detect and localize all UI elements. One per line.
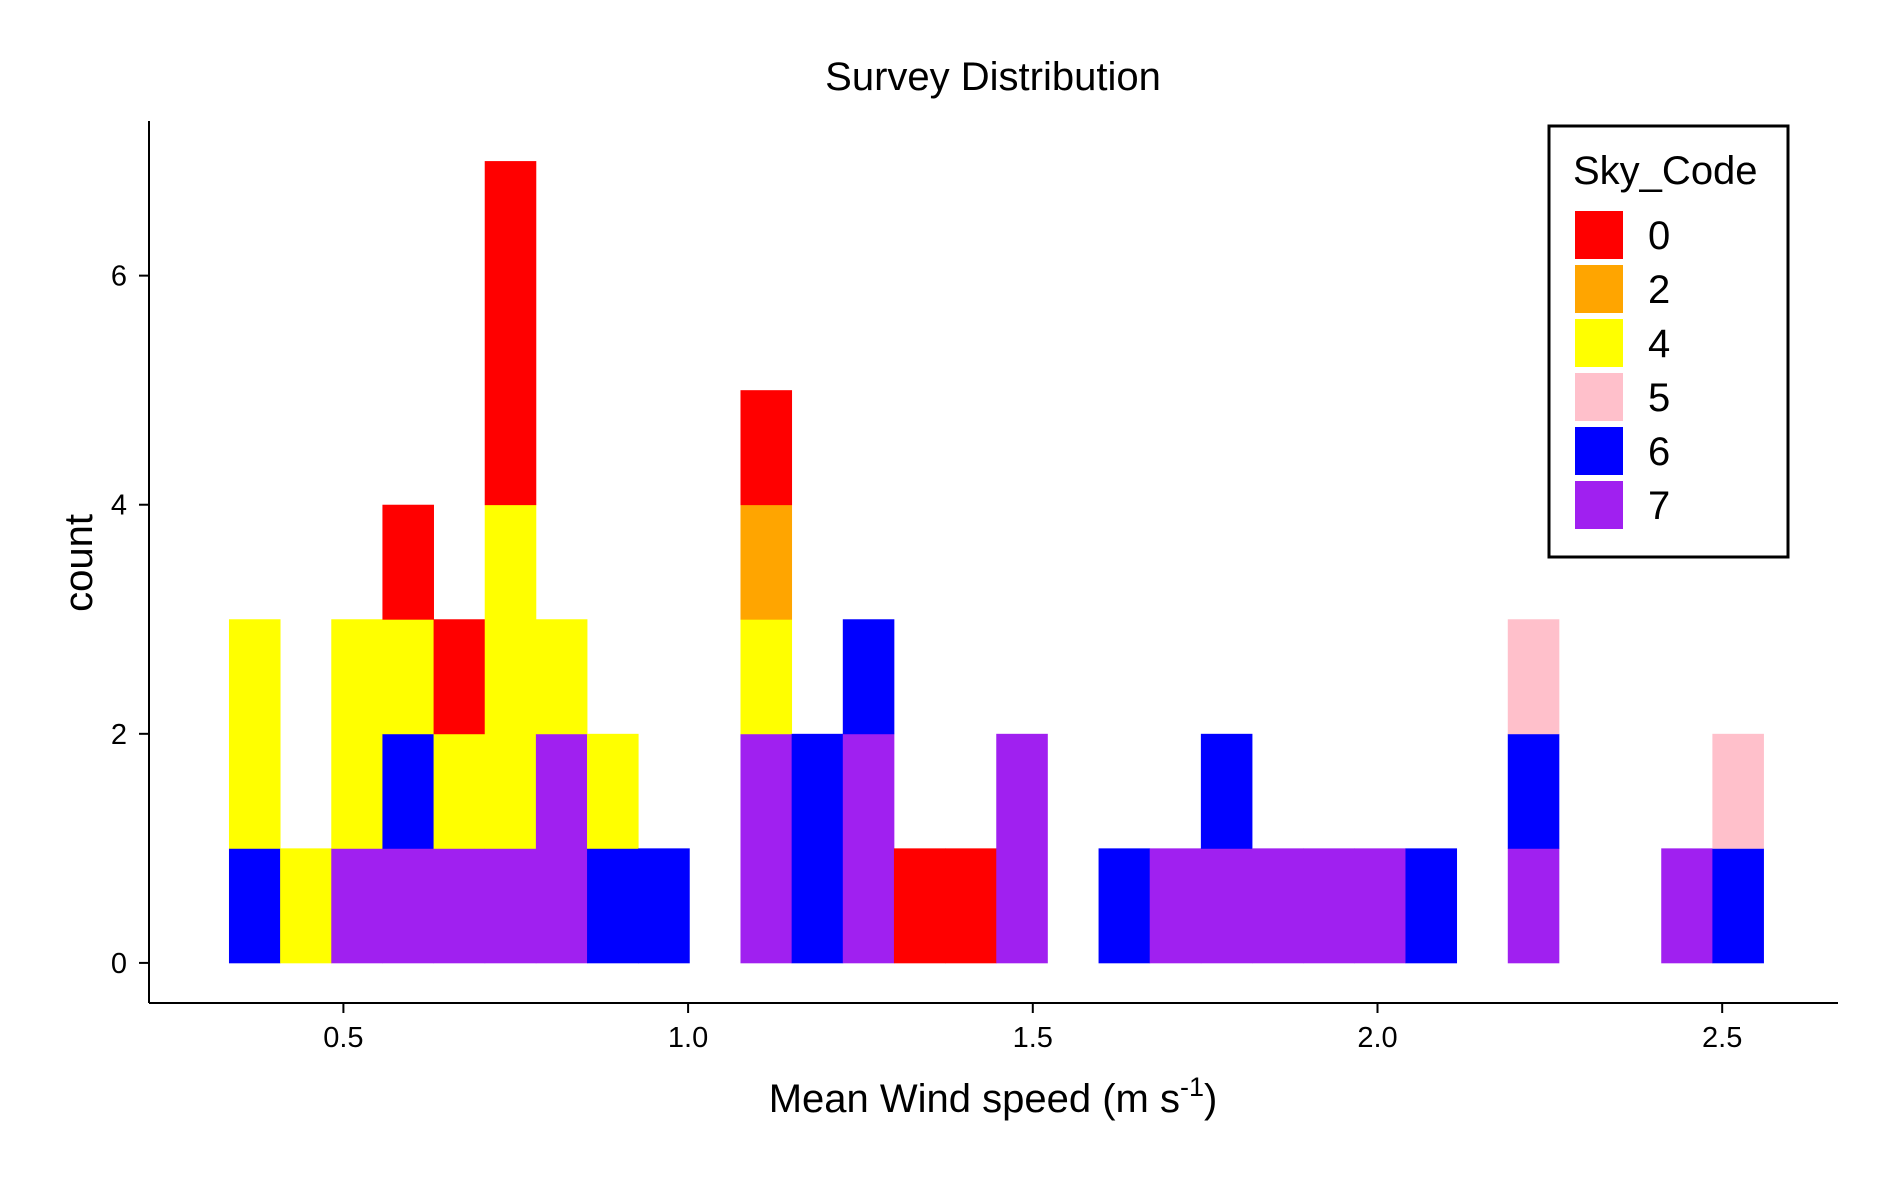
bar-bin-3-code-6 <box>382 733 434 849</box>
axes-group <box>148 121 1838 1004</box>
y-tick-label-1: 2 <box>111 719 127 751</box>
bar-bin-3-code-0 <box>382 504 434 620</box>
legend-label-2: 2 <box>1648 268 1670 312</box>
bar-bin-19-code-6 <box>1200 733 1253 849</box>
bar-bin-29-code-5 <box>1712 733 1764 849</box>
bar-bin-0-code-4 <box>228 619 281 849</box>
chart-title: Survey Distribution <box>825 55 1161 99</box>
y-tick-label-3: 6 <box>111 261 127 293</box>
bar-bin-10-code-7 <box>740 733 793 964</box>
bar-bin-22-code-7 <box>1354 848 1406 964</box>
y-tick-label-0: 0 <box>111 948 127 980</box>
legend-label-6: 6 <box>1648 430 1670 474</box>
legend-swatch-7 <box>1575 481 1623 529</box>
bar-bin-1-code-4 <box>280 848 332 964</box>
bar-bin-25-code-6 <box>1507 733 1560 849</box>
bar-bin-12-code-6 <box>842 619 895 735</box>
bar-bin-5-code-0 <box>484 161 537 506</box>
legend-label-7: 7 <box>1648 484 1670 528</box>
bar-bin-13-code-0 <box>893 848 946 964</box>
bar-bin-10-code-2 <box>740 504 793 620</box>
bar-bin-25-code-5 <box>1507 619 1560 735</box>
bar-bin-23-code-6 <box>1405 848 1458 964</box>
x-tick-label-4: 2.5 <box>1702 1022 1742 1054</box>
x-tick-label-3: 2.0 <box>1357 1022 1397 1054</box>
bar-bin-2-code-7 <box>331 848 383 964</box>
ticks-group: 0.5 1.0 1.5 2.0 2.5 0 2 4 6 <box>111 261 1742 1054</box>
x-tick-label-2: 1.5 <box>1013 1022 1053 1054</box>
bar-bin-18-code-7 <box>1149 848 1202 964</box>
x-tick-label-0: 0.5 <box>323 1022 363 1054</box>
legend-swatch-2 <box>1575 265 1623 313</box>
legend-entries: 0 2 4 5 6 7 <box>1575 211 1670 529</box>
bar-bin-4-code-0 <box>433 619 486 735</box>
bar-bin-8-code-6 <box>638 848 690 964</box>
bar-bin-25-code-7 <box>1507 848 1560 964</box>
bar-bin-7-code-6 <box>587 848 639 964</box>
bar-bin-5-code-4 <box>484 504 537 849</box>
legend: Sky_Code 0 2 4 5 6 7 <box>1547 124 1790 559</box>
legend-swatch-0 <box>1575 211 1623 259</box>
x-axis-title-sup: -1 <box>1180 1072 1204 1102</box>
bar-bin-10-code-4 <box>740 619 793 735</box>
legend-title: Sky_Code <box>1573 149 1758 193</box>
bar-bin-6-code-4 <box>535 619 588 735</box>
bar-bin-20-code-7 <box>1252 848 1304 964</box>
legend-label-5: 5 <box>1648 376 1670 420</box>
bar-bin-3-code-7 <box>382 848 434 964</box>
bar-bin-11-code-6 <box>791 733 844 964</box>
bar-bin-21-code-7 <box>1303 848 1355 964</box>
legend-swatch-5 <box>1575 373 1623 421</box>
bar-bin-4-code-7 <box>433 848 486 964</box>
legend-label-4: 4 <box>1648 322 1670 366</box>
bar-bin-5-code-7 <box>484 848 537 964</box>
bar-bin-12-code-7 <box>842 733 895 964</box>
bar-bin-6-code-7 <box>535 733 588 964</box>
bar-bin-19-code-7 <box>1200 848 1253 964</box>
y-axis-title: count <box>57 514 101 612</box>
bar-bin-15-code-7 <box>996 733 1048 964</box>
legend-swatch-4 <box>1575 319 1623 367</box>
x-axis-title-close: ) <box>1204 1077 1217 1121</box>
bar-bin-7-code-4 <box>587 733 639 849</box>
y-tick-label-2: 4 <box>111 490 127 522</box>
bar-bin-10-code-0 <box>740 390 793 506</box>
bar-bin-3-code-4 <box>382 619 434 735</box>
legend-swatch-6 <box>1575 427 1623 475</box>
bar-bin-2-code-4 <box>331 619 383 849</box>
bar-bin-14-code-0 <box>945 848 997 964</box>
x-tick-label-1: 1.0 <box>668 1022 708 1054</box>
x-axis-title: Mean Wind speed (m s-1) <box>769 1072 1218 1121</box>
bar-bin-29-code-6 <box>1712 848 1764 964</box>
bars-group <box>228 161 1764 964</box>
bar-bin-28-code-7 <box>1661 848 1713 964</box>
bar-bin-17-code-6 <box>1098 848 1151 964</box>
bar-bin-4-code-4 <box>433 733 486 849</box>
bar-bin-0-code-6 <box>228 848 281 964</box>
legend-label-0: 0 <box>1648 214 1670 258</box>
x-axis-title-main: Mean Wind speed (m s <box>769 1077 1180 1121</box>
